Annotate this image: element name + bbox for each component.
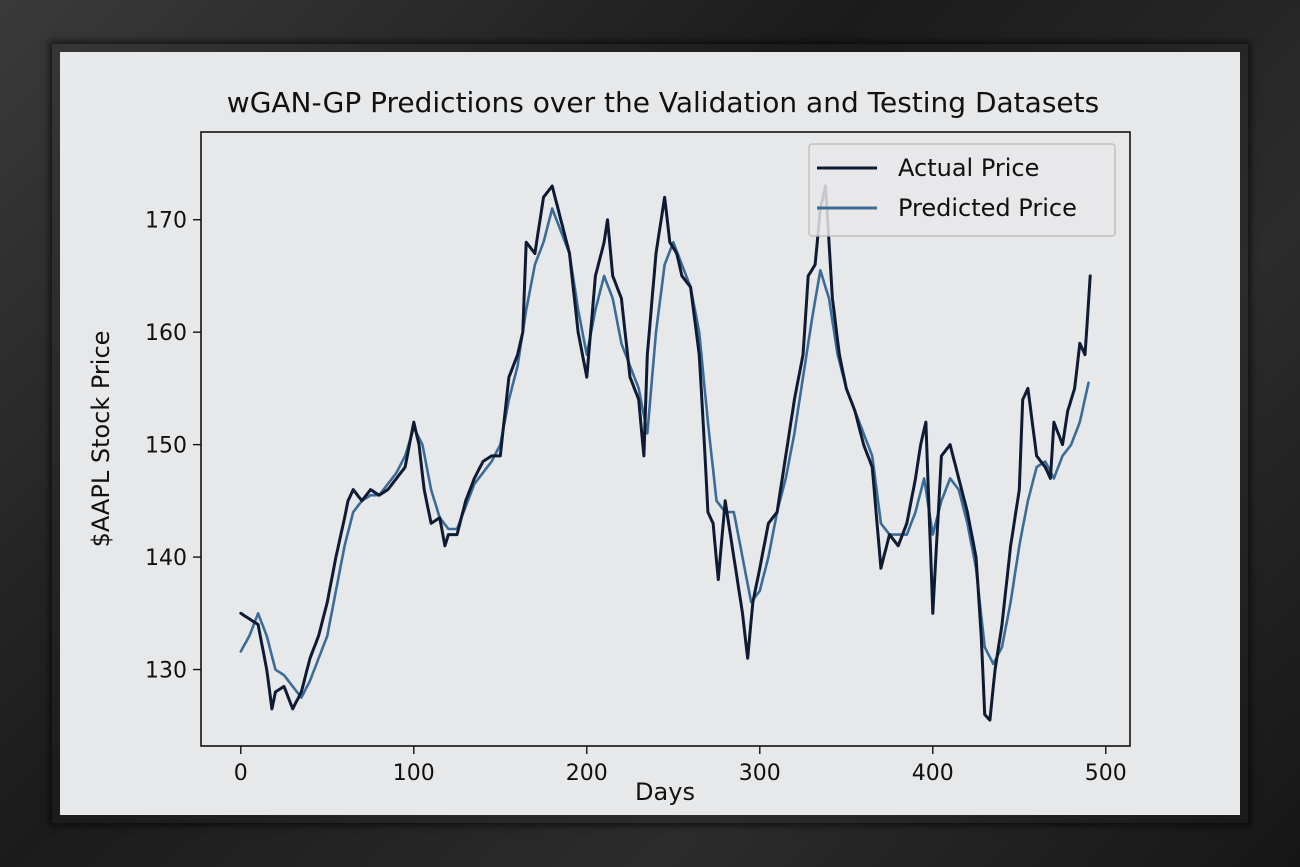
series-line-actual [239,184,1092,722]
plot-area [200,131,1131,747]
x-tick-label: 300 [739,761,781,786]
legend-label-predicted: Predicted Price [898,194,1077,222]
x-tick-label: 200 [566,761,608,786]
x-axis-label: Days [635,778,695,806]
legend-label-actual: Actual Price [898,154,1039,182]
legend-box [808,143,1116,237]
x-tick-label: 0 [234,761,248,786]
y-tick-label: 160 [145,321,187,346]
y-tick-label: 150 [145,434,187,459]
series-layer [239,184,1092,722]
x-tick-label: 100 [393,761,435,786]
y-tick-label: 170 [145,209,187,234]
y-tick-label: 130 [145,659,187,684]
y-tick-label: 140 [145,546,187,571]
x-tick-label: 400 [912,761,954,786]
y-axis: 130 140 150 160 170 [145,209,201,684]
chart-canvas: wGAN-GP Predictions over the Validation … [60,52,1240,815]
series-line-predicted [239,207,1090,699]
chart-title: wGAN-GP Predictions over the Validation … [227,86,1099,119]
line-chart: wGAN-GP Predictions over the Validation … [87,86,1131,806]
legend: Actual Price Predicted Price [808,143,1116,237]
y-axis-label: $AAPL Stock Price [87,331,115,548]
x-tick-label: 500 [1085,761,1127,786]
x-axis: 0 100 200 300 400 500 [234,746,1127,786]
